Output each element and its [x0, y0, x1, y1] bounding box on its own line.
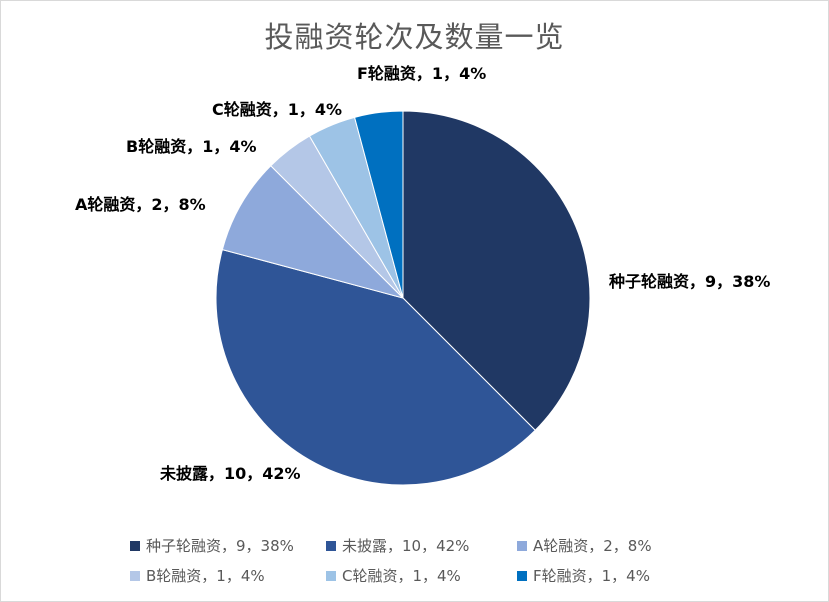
- legend-label: C轮融资，1，4%: [342, 567, 461, 585]
- legend-label: 未披露，10，42%: [342, 537, 470, 555]
- legend-item-b-round: B轮融资，1，4%: [130, 565, 265, 586]
- legend-item-f-round: F轮融资，1，4%: [517, 565, 650, 586]
- data-label: B轮融资，1，4%: [126, 137, 257, 156]
- slice-undisclosed: [215, 248, 536, 486]
- legend-swatch: [130, 570, 140, 581]
- legend-label: B轮融资，1，4%: [146, 567, 265, 585]
- data-label: F轮融资，1，4%: [357, 64, 486, 83]
- data-label: A轮融资，2，8%: [75, 195, 206, 214]
- legend-swatch: [517, 540, 527, 551]
- slice-a-round: [221, 165, 405, 299]
- legend-swatch: [130, 540, 140, 551]
- legend-swatch: [326, 570, 336, 581]
- slice-f-round: [353, 110, 404, 299]
- legend-item-undisclosed: 未披露，10，42%: [326, 535, 469, 556]
- chart-title: 投融资轮次及数量一览: [264, 20, 565, 54]
- legend-label: A轮融资，2，8%: [533, 537, 652, 555]
- legend-item-a-round: A轮融资，2，8%: [517, 535, 652, 556]
- data-label: 种子轮融资，9，38%: [608, 272, 770, 291]
- legend-item-c-round: C轮融资，1，4%: [326, 565, 461, 586]
- data-label: C轮融资，1，4%: [212, 100, 342, 119]
- legend-swatch: [517, 570, 527, 581]
- legend-label: F轮融资，1，4%: [533, 567, 650, 585]
- slice-seed: [402, 110, 591, 431]
- legend-item-seed: 种子轮融资，9，38%: [130, 535, 294, 556]
- data-label: 未披露，10，42%: [159, 464, 301, 483]
- legend-swatch: [326, 540, 336, 551]
- legend-label: 种子轮融资，9，38%: [146, 537, 294, 555]
